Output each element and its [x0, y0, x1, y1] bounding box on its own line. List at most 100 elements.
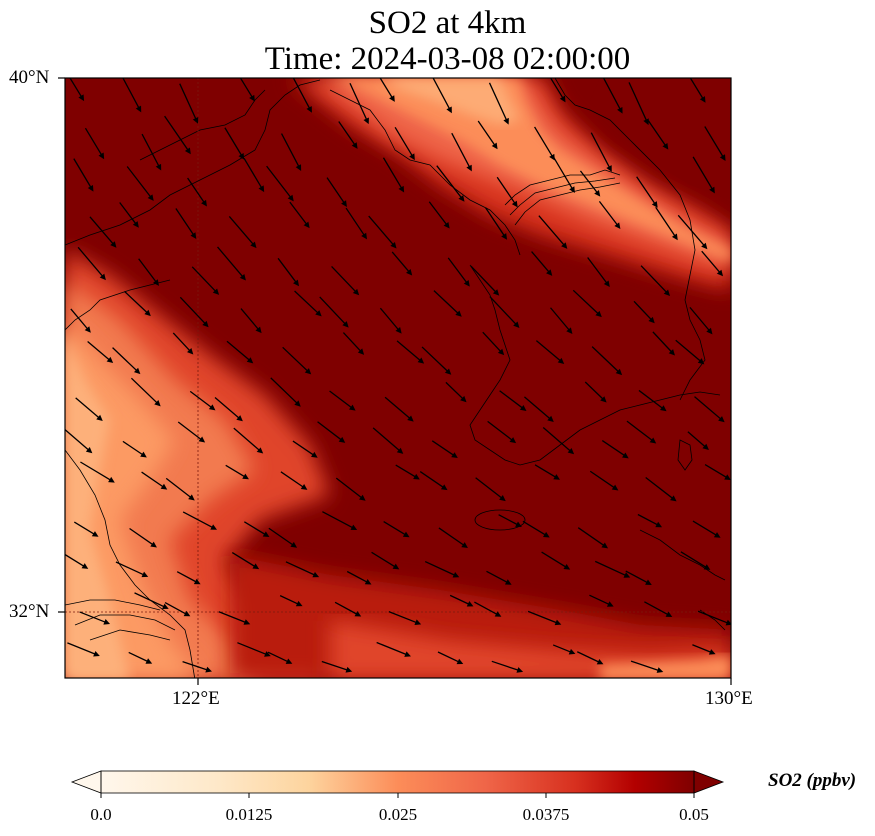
wind-vector-head: [250, 241, 257, 249]
wind-vector-head: [363, 117, 369, 125]
wind-vector-head: [147, 194, 154, 201]
wind-vector-head: [184, 147, 191, 155]
wind-vector-head: [255, 326, 262, 334]
wind-vector-head: [509, 437, 517, 444]
wind-vector: [164, 601, 188, 615]
wind-vector: [438, 527, 466, 547]
wind-vector-head: [96, 414, 103, 421]
wind-vector-head: [243, 619, 251, 625]
wind-vector-head: [249, 94, 255, 102]
lat-label-32: 32°N: [9, 601, 50, 622]
wind-vector: [218, 611, 247, 624]
wind-vector: [244, 521, 267, 536]
wind-vector-head: [706, 327, 713, 335]
wind-vector-head: [364, 579, 372, 585]
wind-vector: [172, 332, 192, 352]
wind-vector: [589, 470, 616, 489]
wind-vector: [590, 132, 611, 169]
wind-vector-head: [606, 165, 612, 172]
wind-vector-head: [516, 667, 524, 673]
wind-vectors: [65, 78, 731, 673]
wind-vector-head: [497, 348, 505, 356]
wind-vector: [549, 78, 565, 100]
wind-vector-head: [349, 404, 356, 411]
wind-vector-head: [491, 142, 498, 150]
wind-vector: [579, 170, 599, 194]
wind-vector: [445, 381, 465, 400]
wind-vector: [488, 82, 508, 122]
colorbar-tick-label: 0.0: [90, 805, 112, 824]
wind-vector-head: [246, 357, 254, 364]
wind-vector: [128, 651, 149, 663]
wind-vector-head: [361, 232, 368, 240]
wind-vector: [217, 246, 244, 278]
wind-vector: [294, 290, 320, 315]
wind-vector: [164, 115, 190, 152]
map-subtitle-time: Time: 2024-03-08 02:00:00: [264, 41, 631, 77]
wind-vector-head: [446, 106, 452, 114]
wind-vector-head: [563, 563, 571, 570]
wind-vector-head: [461, 542, 468, 549]
wind-vector: [689, 78, 704, 100]
wind-vector-head: [300, 484, 308, 490]
wind-vector-head: [724, 474, 731, 481]
lon-label-130: 130°E: [705, 688, 753, 709]
wind-vector-head: [103, 619, 111, 625]
wind-vector: [628, 82, 648, 122]
wind-vector-head: [549, 153, 555, 161]
map-title: SO2 at 4km: [368, 5, 527, 41]
wind-vector-head: [287, 194, 294, 202]
wind-vector: [701, 250, 721, 274]
wind-vector: [285, 561, 316, 576]
wind-vector: [240, 308, 260, 331]
wind-vector-head: [719, 154, 726, 161]
wind-vector-head: [133, 367, 141, 375]
colorbar-extend-max: [693, 770, 725, 794]
wind-vector-head: [451, 452, 458, 459]
wind-vector: [342, 332, 362, 353]
wind-vector-head: [91, 531, 99, 537]
wind-vector: [576, 651, 601, 664]
wind-vector: [535, 340, 562, 362]
wind-vector-head: [150, 541, 157, 548]
wind-vector-head: [671, 233, 678, 241]
wind-vector-head: [557, 357, 565, 365]
wind-vector-head: [295, 164, 302, 171]
wind-vector-head: [414, 619, 422, 625]
wind-vector-head: [357, 348, 365, 355]
wind-vector: [475, 477, 503, 500]
wind-vector-head: [703, 564, 711, 570]
wind-vector-head: [187, 348, 194, 355]
wind-vector: [80, 461, 112, 482]
wind-vector-head: [547, 415, 554, 422]
wind-vector-head: [515, 521, 522, 527]
wind-vector-head: [668, 349, 675, 356]
wind-vector: [675, 339, 702, 363]
wind-vector-head: [84, 326, 91, 333]
wind-vector-head: [193, 578, 201, 585]
wind-vector-head: [561, 242, 568, 249]
wind-vector-head: [312, 571, 320, 578]
wind-vector: [474, 601, 499, 616]
wind-vector: [134, 592, 166, 608]
wind-vector: [704, 126, 725, 158]
wind-vector-head: [501, 233, 508, 240]
wind-vector-head: [264, 651, 271, 657]
wind-vector: [598, 200, 619, 227]
wind-vector-head: [601, 542, 609, 549]
wind-vector-head: [183, 610, 191, 617]
wind-vector: [451, 132, 471, 169]
wind-vector-head: [463, 280, 470, 287]
wind-vector: [289, 201, 308, 226]
wind-vector-head: [98, 152, 105, 160]
wind-vector-head: [252, 563, 260, 570]
wind-vector: [437, 651, 460, 663]
colorbar-extend-min: [70, 770, 102, 794]
wind-vector-head: [655, 521, 663, 528]
wind-vector-head: [201, 199, 207, 207]
wind-vector: [379, 307, 400, 331]
wind-vector: [552, 644, 572, 654]
wind-vector-head: [87, 184, 94, 192]
wind-vector: [371, 551, 397, 568]
wind-vector: [636, 176, 656, 205]
